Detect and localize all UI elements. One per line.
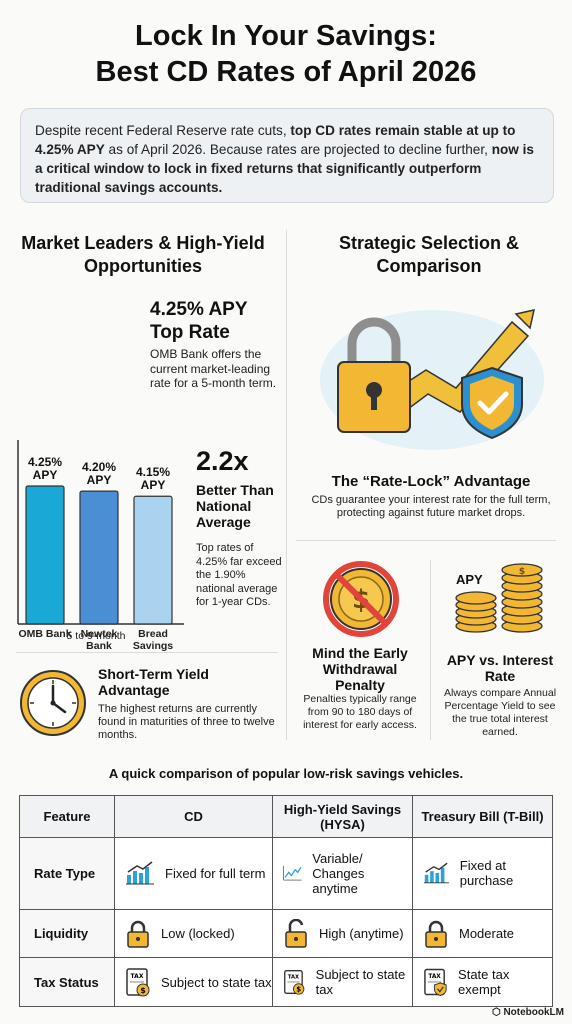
apy-icon-label: APY: [456, 572, 483, 587]
tax-exempt-document-icon: TAX: [424, 968, 447, 997]
lock-open-icon: [285, 918, 307, 948]
left-section-heading: Market Leaders & High-Yield Opportunitie…: [21, 233, 265, 276]
multiplier-label: Better Than National Average: [196, 482, 274, 530]
header-feature: Feature: [19, 795, 115, 838]
table-header-row: Feature CD High-Yield Savings (HYSA) Tre…: [19, 795, 553, 838]
right-divider: [296, 540, 556, 541]
cell-hysa-tax: TAX $ Subject to state tax: [272, 957, 413, 1007]
cd-liquidity-value: Low (locked): [161, 926, 235, 942]
header-hysa: High-Yield Savings (HYSA): [272, 795, 413, 838]
intro-bold-2: now is a critical window to lock in fixe…: [35, 142, 534, 195]
column-divider: [286, 230, 287, 740]
tax-document-icon: TAX $: [126, 968, 150, 997]
table-row: Liquidity Low (locked) High (anytime) Mo…: [19, 908, 553, 959]
table-row: Rate Type Fixed for full term Variable/ …: [19, 837, 553, 910]
tbill-rate-value: Fixed at purchase: [459, 858, 514, 889]
coin-stacks-icon: $: [455, 563, 543, 633]
top-rate-headline: 4.25% APY Top Rate: [150, 299, 248, 343]
no-money-penalty-icon: $: [323, 561, 399, 637]
apy-description: Always compare Annual Percentage Yield t…: [443, 687, 557, 738]
cell-hysa-liquidity: High (anytime): [272, 908, 413, 959]
cell-tbill-rate: Fixed at purchase: [412, 837, 553, 910]
coin-stack-dollar-glyph: $: [519, 567, 525, 577]
multiplier-description: Top rates of 4.25% far exceed the 1.90% …: [196, 542, 282, 608]
tax-doc-label: TAX: [288, 975, 299, 981]
penalty-title: Mind the Early Withdrawal Penalty: [312, 645, 408, 693]
cell-cd-rate: Fixed for full term: [114, 837, 273, 910]
bar-value-label-2: 4.15% APY: [135, 465, 171, 493]
wavy-trend-icon: [283, 866, 302, 881]
page-title: Lock In Your Savings: Best CD Rates of A…: [0, 18, 572, 90]
brand-footer: ⬡ NotebookLM: [491, 1007, 564, 1018]
intro-bold-1: top CD rates remain stable at up to 4.25…: [35, 123, 516, 157]
comparison-caption: A quick comparison of popular low-risk s…: [108, 766, 464, 781]
intro-text-2: as of April 2026. Because rates are proj…: [104, 142, 492, 157]
top-rate-description: OMB Bank offers the current market-leadi…: [150, 347, 277, 390]
lock-closed-icon: [425, 920, 447, 948]
header-tbill: Treasury Bill (T-Bill): [412, 795, 553, 838]
cell-cd-tax: TAX $ Subject to state tax: [114, 957, 273, 1007]
row-feature-liquidity: Liquidity: [19, 908, 115, 959]
bar-1: [79, 490, 119, 625]
tax-doc-label: TAX: [428, 974, 441, 980]
bar-value-label-0: 4.25% APY: [27, 455, 63, 482]
cell-cd-liquidity: Low (locked): [114, 908, 273, 959]
bar-category-label-1: Newtek Bank: [80, 628, 118, 652]
cell-hysa-rate: Variable/ Changes anytime: [272, 837, 413, 910]
bar-category-label-2: Bread Savings: [132, 628, 174, 652]
rate-lock-title: The “Rate-Lock” Advantage: [331, 473, 531, 490]
cd-tax-value: Subject to state tax: [161, 974, 272, 990]
title-line-2: Best CD Rates of April 2026: [95, 56, 477, 88]
lock-closed-icon: [127, 920, 149, 948]
intro-box: Despite recent Federal Reserve rate cuts…: [20, 108, 554, 203]
header-cd: CD: [114, 795, 273, 838]
tax-doc-label: TAX: [131, 973, 144, 980]
row-feature-tax-status: Tax Status: [19, 957, 115, 1007]
title-line-1: Lock In Your Savings:: [135, 20, 437, 52]
table-row: Tax Status TAX $ Subject to state tax TAX…: [19, 957, 553, 1007]
row-feature-rate-type: Rate Type: [19, 837, 115, 910]
hysa-rate-value: Variable/ Changes anytime: [312, 850, 365, 896]
rate-lock-description: CDs guarantee your interest rate for the…: [311, 494, 551, 519]
bar-value-label-1: 4.20% APY: [81, 460, 117, 488]
right-section-heading: Strategic Selection & Comparison: [338, 233, 520, 276]
tbill-tax-value: State tax exempt: [458, 967, 510, 998]
bar-0: [25, 485, 65, 625]
intro-text-1: Despite recent Federal Reserve rate cuts…: [35, 123, 291, 138]
chart-x-label: 5 to 9-month: [66, 630, 126, 642]
clock-icon: [20, 670, 86, 736]
left-divider: [16, 652, 278, 653]
comparison-table: Feature CD High-Yield Savings (HYSA) Tre…: [19, 795, 553, 1007]
cell-tbill-liquidity: Moderate: [412, 908, 553, 959]
brand-name: NotebookLM: [503, 1007, 564, 1018]
cell-tbill-tax: TAX State tax exempt: [412, 957, 553, 1007]
bar-category-label-0: OMB Bank: [18, 628, 72, 640]
bar-2: [133, 495, 173, 625]
apy-title: APY vs. Interest Rate: [446, 652, 554, 684]
multiplier-value: 2.2x: [196, 446, 249, 476]
penalty-description: Penalties typically range from 90 to 180…: [303, 693, 417, 731]
tax-doc-dollar: $: [140, 986, 146, 995]
short-term-title: Short-Term Yield Advantage: [98, 666, 209, 698]
bar-trend-icon: [126, 861, 154, 885]
lock-shield-growth-icon: [320, 309, 544, 450]
right-sub-divider: [430, 560, 431, 740]
tbill-liquidity-value: Moderate: [459, 926, 514, 942]
apy-bar-chart: [17, 440, 184, 625]
short-term-description: The highest returns are currently found …: [98, 703, 275, 741]
cd-rate-value: Fixed for full term: [165, 865, 266, 881]
bar-trend-icon: [423, 863, 449, 884]
tax-document-icon: TAX $: [284, 970, 305, 995]
hysa-tax-value: Subject to state tax: [315, 967, 406, 998]
hysa-liquidity-value: High (anytime): [319, 926, 404, 942]
tax-doc-dollar: $: [296, 986, 301, 994]
